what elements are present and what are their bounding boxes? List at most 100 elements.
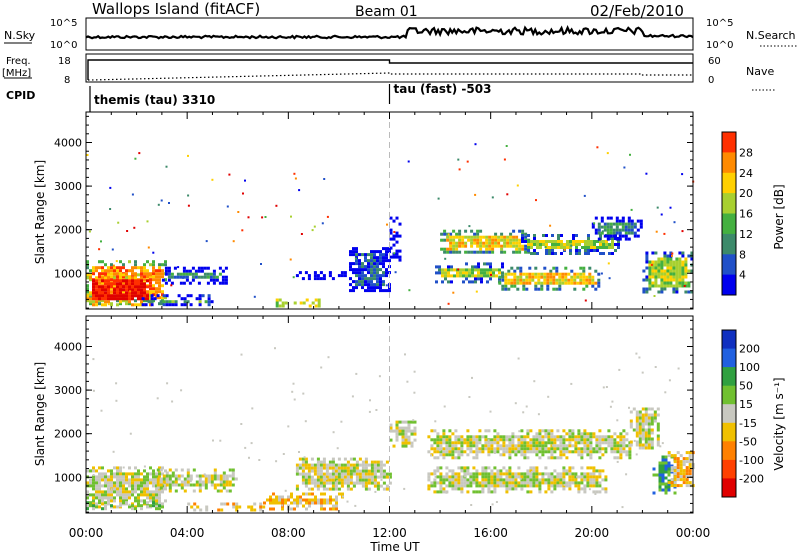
nave-tick-low: 0 bbox=[708, 75, 714, 86]
power-axes: 1000 2000 3000 4000 bbox=[54, 111, 694, 310]
velocity-colorbar-label: Velocity [m s⁻¹] bbox=[772, 377, 786, 470]
nsky-tick-low: 10^0 bbox=[50, 40, 77, 51]
colorbar-swatch bbox=[722, 193, 736, 214]
nsearch-tick-low: 10^0 bbox=[706, 40, 733, 51]
velocity-sparse-echoes bbox=[92, 347, 680, 509]
y-tick-label: 1000 bbox=[54, 471, 82, 484]
y-tick-label: 3000 bbox=[54, 384, 82, 397]
velocity-y-label: Slant Range [km] bbox=[33, 362, 47, 466]
colorbar-tick-label: 8 bbox=[739, 248, 746, 261]
power-colorbar-label: Power [dB] bbox=[772, 184, 786, 249]
power-panel-frame bbox=[85, 111, 694, 310]
colorbar-tick-label: 15 bbox=[739, 398, 753, 411]
power-echo-region-2 bbox=[141, 294, 214, 307]
power-echo-region-6 bbox=[349, 247, 391, 293]
colorbar-swatch bbox=[722, 132, 736, 153]
freq-line bbox=[87, 59, 693, 80]
x-tick-label: 08:00 bbox=[271, 526, 306, 540]
x-tick-label: 04:00 bbox=[170, 526, 205, 540]
velocity-echo-region-6 bbox=[389, 420, 417, 448]
colorbar-tick-label: -50 bbox=[739, 435, 757, 448]
colorbar-swatch bbox=[722, 422, 736, 442]
x-axis-label: Time UT bbox=[369, 540, 420, 554]
y-tick-label: 4000 bbox=[54, 137, 82, 150]
freq-panel-frame bbox=[85, 53, 694, 83]
colorbar-swatch bbox=[722, 254, 736, 276]
colorbar-swatch bbox=[722, 478, 736, 498]
colorbar-swatch bbox=[722, 274, 736, 296]
colorbar-swatch bbox=[722, 172, 736, 194]
colorbar-tick-label: 200 bbox=[739, 343, 760, 356]
power-echo-region-9 bbox=[521, 234, 620, 255]
velocity-echo-region-5 bbox=[295, 457, 392, 491]
freq-tick-high: 18 bbox=[58, 56, 71, 67]
colorbar-swatch bbox=[722, 233, 736, 255]
power-y-label: Slant Range [km] bbox=[33, 160, 47, 264]
colorbar-tick-label: 50 bbox=[739, 380, 753, 393]
noise-sky-line bbox=[85, 24, 694, 40]
nsky-label: N.Sky bbox=[4, 29, 36, 42]
colorbar-tick-label: 12 bbox=[739, 228, 753, 241]
beam-label: Beam 01 bbox=[355, 4, 418, 20]
power-echo-region-7 bbox=[389, 216, 402, 262]
power-echo-region-12 bbox=[591, 216, 643, 241]
y-tick-label: 3000 bbox=[54, 180, 82, 193]
y-tick-label: 2000 bbox=[54, 428, 82, 441]
velocity-data bbox=[86, 347, 695, 512]
cpid-label: CPID bbox=[6, 89, 35, 102]
x-tick-label: 00:00 bbox=[69, 526, 104, 540]
colorbar-tick-label: 28 bbox=[739, 146, 753, 159]
freq-unit: [MHz] bbox=[2, 68, 31, 79]
colorbar-tick-label: -200 bbox=[739, 472, 764, 485]
colorbar-swatch bbox=[722, 385, 736, 405]
nave-tick-high: 60 bbox=[708, 56, 721, 67]
x-tick-label: 20:00 bbox=[575, 526, 610, 540]
power-echo-region-5 bbox=[295, 271, 347, 281]
velocity-echo-region-11 bbox=[667, 451, 695, 488]
power-colorbar: 4 8 12 16 20 24 28 bbox=[721, 131, 753, 296]
colorbar-swatch bbox=[722, 213, 736, 235]
velocity-axes: 1000 2000 3000 4000 bbox=[54, 315, 694, 514]
nsearch-label: N.Search bbox=[746, 29, 796, 42]
colorbar-swatch bbox=[722, 459, 736, 479]
velocity-echo-region-8 bbox=[427, 466, 608, 494]
colorbar-swatch bbox=[722, 152, 736, 174]
power-sparse-echoes bbox=[86, 143, 695, 306]
cpid-mode-0: themis (tau) 3310 bbox=[94, 93, 215, 107]
power-data bbox=[86, 143, 695, 308]
colorbar-swatch bbox=[722, 367, 736, 387]
y-tick-label: 1000 bbox=[54, 267, 82, 280]
velocity-colorbar: 200 100 50 15 -15 -50 -100 -200 bbox=[721, 329, 764, 498]
y-tick-label: 4000 bbox=[54, 341, 82, 354]
freq-label: Freq. bbox=[6, 56, 31, 67]
cpid-mode-1: tau (fast) -503 bbox=[394, 82, 492, 96]
nsearch-tick-high: 10^5 bbox=[706, 18, 733, 29]
x-tick-label: 00:00 bbox=[676, 526, 711, 540]
velocity-echo-region-9 bbox=[629, 407, 660, 450]
colorbar-swatch bbox=[722, 348, 736, 368]
station-title: Wallops Island (fitACF) bbox=[92, 0, 260, 18]
nave-label: Nave bbox=[746, 65, 774, 78]
x-tick-label: 12:00 bbox=[372, 526, 407, 540]
x-tick-labels: 00:00 04:00 08:00 12:00 16:00 20:00 00:00 bbox=[69, 526, 711, 540]
nsky-tick-high: 10^5 bbox=[50, 18, 77, 29]
velocity-echo-region-2 bbox=[156, 468, 238, 493]
power-echo-region-10 bbox=[435, 262, 504, 284]
freq-tick-low: 8 bbox=[64, 75, 70, 86]
colorbar-tick-label: 100 bbox=[739, 361, 760, 374]
colorbar-swatch bbox=[722, 404, 736, 424]
velocity-echo-region-7 bbox=[427, 429, 632, 460]
colorbar-tick-label: 20 bbox=[739, 187, 753, 200]
nave-line bbox=[88, 72, 693, 81]
colorbar-tick-label: 16 bbox=[739, 208, 753, 221]
colorbar-tick-label: -100 bbox=[739, 454, 764, 467]
velocity-echo-region-1 bbox=[86, 501, 161, 511]
power-echo-region-4 bbox=[275, 298, 321, 308]
power-echo-region-13 bbox=[642, 251, 694, 294]
colorbar-swatch bbox=[722, 330, 736, 350]
x-tick-label: 16:00 bbox=[473, 526, 508, 540]
power-echo-region-1 bbox=[86, 273, 152, 307]
power-echo-region-11 bbox=[498, 266, 601, 291]
noise-panel-frame bbox=[85, 17, 694, 51]
